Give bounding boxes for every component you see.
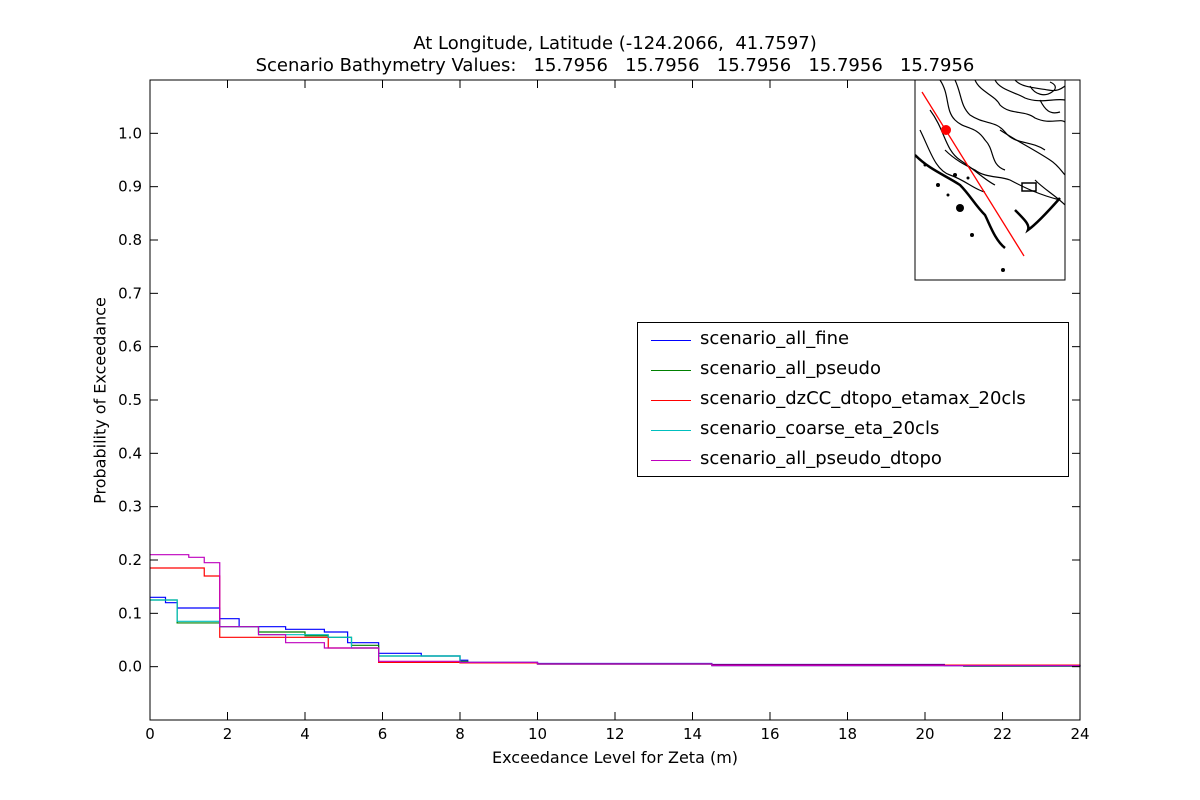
y-tick-label: 0.2: [118, 551, 142, 569]
x-axis-label: Exceedance Level for Zeta (m): [491, 748, 739, 767]
y-axis-label: Probability of Exceedance: [90, 297, 110, 504]
y-tick-label: 0.1: [118, 604, 142, 622]
x-tick-label: 18: [838, 725, 857, 743]
y-tick-label: 0.6: [118, 338, 142, 356]
x-tick-label: 14: [683, 725, 702, 743]
legend-swatch: [651, 430, 691, 431]
legend-item: scenario_dzCC_dtopo_etamax_20cls: [638, 386, 1068, 414]
inset-map: [914, 79, 1066, 281]
y-tick-label: 1.0: [118, 124, 142, 142]
inset-frame: [914, 79, 1066, 281]
transect-line: [921, 91, 1025, 257]
legend-item: scenario_coarse_eta_20cls: [638, 416, 1068, 444]
y-tick-label: 0.8: [118, 231, 142, 249]
legend-swatch: [651, 370, 691, 371]
x-tick-label: 16: [760, 725, 779, 743]
y-tick-label: 0.4: [118, 444, 142, 462]
chart-subtitle: Scenario Bathymetry Values: 15.7956 15.7…: [255, 55, 975, 76]
x-tick-label: 10: [528, 725, 547, 743]
legend-swatch: [651, 340, 691, 341]
legend-label: scenario_coarse_eta_20cls: [700, 418, 940, 439]
contour-lines: [915, 80, 1065, 272]
coastline: [915, 154, 1006, 249]
x-tick-label: 8: [455, 725, 465, 743]
series-line-4: [150, 599, 1081, 667]
chart-title: At Longitude, Latitude (-124.2066, 41.75…: [413, 33, 817, 54]
y-tick-label: 0.5: [118, 391, 142, 409]
series-line-5: [150, 554, 1081, 667]
series-layer: [150, 554, 1081, 667]
x-tick-label: 20: [915, 725, 934, 743]
legend-item: scenario_all_pseudo: [638, 356, 1068, 384]
x-tick-label: 24: [1070, 725, 1089, 743]
legend-swatch: [651, 460, 691, 461]
legend-swatch: [651, 400, 691, 401]
y-tick-label: 0.7: [118, 284, 142, 302]
series-line-2: [150, 599, 1081, 667]
x-tick-label: 4: [300, 725, 310, 743]
legend-item: scenario_all_fine: [638, 326, 1068, 354]
axes-layer: 0 2 4 6 8 10 12 14 16 18 20 22 240.00.10.20.30.40.50…: [118, 79, 1090, 743]
x-tick-label: 0: [145, 725, 155, 743]
legend-label: scenario_all_fine: [700, 328, 850, 349]
y-tick-label: 0.0: [118, 658, 142, 676]
legend-label: scenario_all_pseudo_dtopo: [700, 448, 942, 469]
x-tick-label: 2: [223, 725, 233, 743]
x-tick-label: 12: [605, 725, 624, 743]
x-tick-label: 6: [378, 725, 388, 743]
location-marker: [941, 125, 951, 135]
series-line-3: [150, 567, 1081, 666]
y-tick-label: 0.3: [118, 498, 142, 516]
legend-label: scenario_dzCC_dtopo_etamax_20cls: [700, 388, 1026, 409]
x-tick-label: 22: [993, 725, 1012, 743]
legend-item: scenario_all_pseudo_dtopo: [638, 446, 1068, 474]
y-tick-label: 0.9: [118, 178, 142, 196]
legend-label: scenario_all_pseudo: [700, 358, 881, 379]
